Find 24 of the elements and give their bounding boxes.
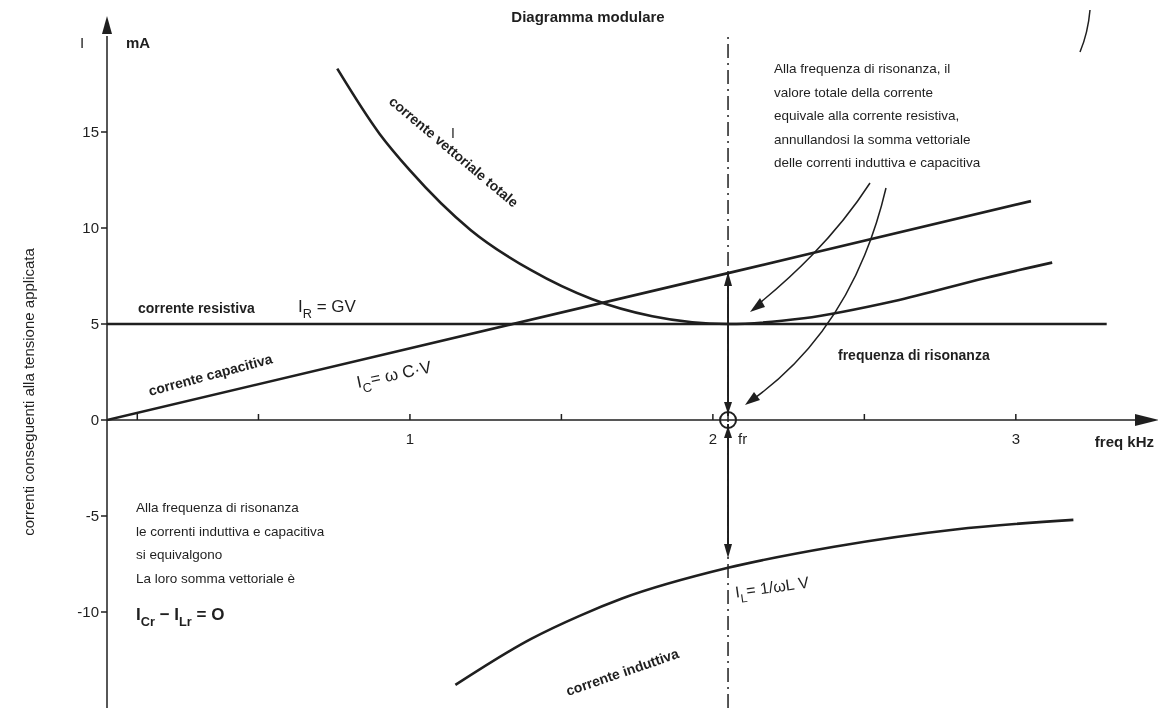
annotation: Alla frequenza di risonanza, il valore totale della corrente equivale alla corrente resistiva, annullandosi la somma vettoriale delle correnti induttiva e capacitiva: [774, 61, 981, 170]
annotation: mA: [126, 34, 151, 51]
annotation: I$_{L}$= 1/ωL V: [734, 573, 811, 606]
annotation: I$_{Cr}$ − I$_{Lr}$ = O: [136, 605, 225, 629]
ref-line-label: fr: [738, 430, 748, 447]
annotation: I$_{C}$= ω C·V: [354, 357, 434, 396]
x-axis-title: freq kHz: [1094, 433, 1154, 450]
x-tick-label: 1: [405, 430, 415, 447]
x-tick-label: 3: [1011, 430, 1020, 447]
text: I: [80, 34, 85, 51]
annotation: frequenza di risonanza: [838, 347, 990, 363]
y-tick-label: 15: [82, 123, 99, 141]
y-tick-label: -5: [85, 507, 99, 525]
y-tick-label: 10: [82, 219, 99, 237]
y-tick-label: -10: [77, 603, 99, 621]
annotation: I: [451, 125, 455, 141]
annotation: I$_{R}$ = GV: [298, 297, 357, 321]
chart-title: Diagramma modulare: [511, 8, 665, 25]
series-label: corrente resistiva: [138, 300, 255, 316]
y-tick-label: 5: [90, 315, 99, 333]
y-tick-label: 0: [90, 411, 99, 429]
x-tick-label: 2: [708, 430, 718, 447]
y-axis-title: correnti conseguenti alla tensione applicata: [20, 247, 37, 536]
annotation: Alla frequenza di risonanza le correnti induttiva e capacitiva si equivalgono La loro somma vettoriale è: [136, 500, 325, 586]
